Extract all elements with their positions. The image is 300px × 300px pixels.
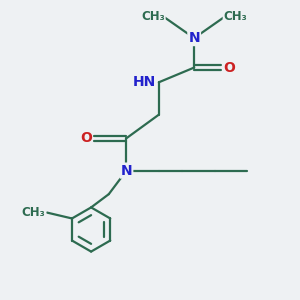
Text: N: N (121, 164, 132, 178)
Text: CH₃: CH₃ (224, 10, 248, 22)
Text: HN: HN (133, 75, 156, 89)
Text: O: O (80, 131, 92, 145)
Text: CH₃: CH₃ (141, 10, 165, 22)
Text: N: N (188, 31, 200, 45)
Text: O: O (223, 61, 235, 75)
Text: CH₃: CH₃ (22, 206, 46, 219)
